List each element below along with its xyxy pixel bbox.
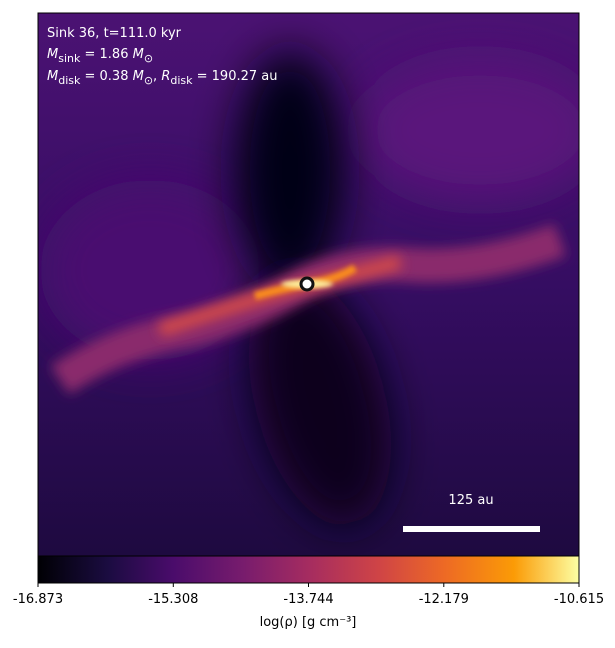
annotation-part: Sink 36, t=111.0 kyr	[47, 26, 182, 41]
density-map	[38, 13, 579, 556]
colorbar-label: log(ρ) [g cm⁻³]	[260, 615, 357, 630]
colorbar-tick-label: -15.308	[148, 592, 198, 607]
colorbar	[37, 555, 580, 584]
annotation: Sink 36, t=111.0 kyr	[47, 26, 182, 41]
scale-bar-label: 125 au	[448, 493, 493, 508]
annotation-part: M	[133, 69, 144, 84]
annotation-part: = 1.86	[80, 47, 132, 62]
annotation-part: M	[47, 47, 58, 62]
annotation-part: M	[133, 47, 144, 62]
annotation-part: sink	[58, 52, 81, 65]
scale-bar	[403, 526, 540, 532]
colorbar-tick-label: -13.744	[283, 592, 333, 607]
annotation-part: disk	[58, 74, 81, 87]
annotation-part: disk	[170, 74, 193, 87]
annotation-part: = 190.27 au	[193, 69, 278, 84]
annotation-part: ⊙	[144, 52, 153, 65]
colorbar-tick-label: -10.615	[554, 592, 604, 607]
annotation: Msink = 1.86 M⊙	[47, 47, 153, 65]
annotation-part: ,	[153, 69, 161, 84]
annotation: Mdisk = 0.38 M⊙, Rdisk = 190.27 au	[47, 69, 277, 87]
annotation-part: R	[161, 69, 170, 84]
colorbar-tick-label: -16.873	[13, 592, 63, 607]
annotation-part: ⊙	[144, 74, 153, 87]
annotation-part: = 0.38	[80, 69, 132, 84]
annotation-part: M	[47, 69, 58, 84]
colorbar-tick-label: -12.179	[419, 592, 469, 607]
